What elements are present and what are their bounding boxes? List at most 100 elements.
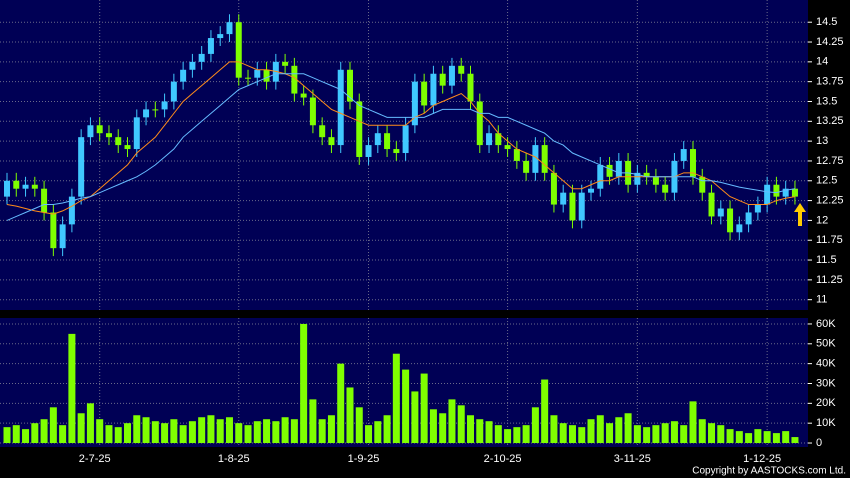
candle-body [411, 81, 418, 126]
volume-bar [96, 419, 104, 444]
candle-body [689, 149, 696, 177]
candle-body [421, 81, 428, 106]
volume-bar [40, 419, 48, 444]
volume-bar [457, 405, 465, 444]
candle-body [448, 65, 455, 86]
volume-bar [272, 421, 280, 444]
y-tick-label: 12.25 [816, 194, 844, 206]
candle-body [634, 172, 641, 185]
plot-layer: 11 11.25 11.5 11.75 12 12.25 12.5 12.75 13 13.25 1… [0, 0, 844, 465]
x-tick-label: 3-11-25 [614, 453, 651, 465]
candle-body [717, 208, 724, 217]
volume-bar [429, 409, 437, 444]
y-tick-label: 11.25 [816, 274, 843, 286]
volume-bar [207, 415, 215, 444]
candle-body [300, 93, 307, 98]
volume-bar [745, 433, 753, 444]
candle-body [615, 160, 622, 177]
volume-bar [68, 333, 76, 444]
volume-bar [791, 437, 799, 444]
candle-body [791, 188, 798, 197]
volume-bar [680, 425, 688, 444]
price-panel [0, 0, 808, 310]
volume-bar [485, 421, 493, 444]
y-tick-label: 12.75 [816, 155, 844, 167]
volume-bar [198, 417, 206, 444]
candle-body [504, 145, 511, 150]
volume-bar [327, 415, 335, 444]
y-tick-label: 14 [816, 56, 828, 68]
volume-bar [467, 415, 474, 444]
candle-body [699, 176, 706, 193]
candle-body [319, 125, 326, 138]
candle-body [680, 149, 687, 161]
volume-bar [772, 433, 780, 444]
volume-bar [3, 427, 11, 444]
volume-bar [559, 423, 567, 444]
volume-bar [504, 429, 512, 444]
moving-average-line [6, 73, 796, 221]
candle-body [597, 164, 604, 189]
candle-body [384, 133, 391, 150]
candle-body [263, 69, 270, 82]
volume-bar [318, 419, 326, 444]
candle-body [523, 160, 530, 173]
volume-bar [374, 421, 382, 444]
volume-bar [263, 419, 271, 444]
volume-bar [698, 419, 706, 444]
volume-bar [253, 421, 261, 444]
y-tick-label: 11.5 [816, 254, 837, 266]
volume-bar [541, 379, 549, 444]
candle-body [105, 133, 112, 138]
candle-body [652, 176, 659, 185]
candle-body [745, 212, 752, 225]
volume-bar [578, 427, 586, 444]
candle-body [217, 34, 224, 39]
volume-bar [439, 413, 447, 444]
y-tick-label: 20K [816, 397, 836, 409]
volume-bar [717, 425, 725, 444]
volume-bar [225, 417, 233, 444]
volume-bar [494, 425, 502, 444]
volume-bar [726, 429, 734, 444]
candle-body [643, 172, 650, 177]
candle-body [282, 61, 289, 66]
current-arrow [794, 203, 806, 226]
volume-bar [708, 423, 716, 444]
volume-bar [633, 425, 641, 444]
candle-body [143, 109, 150, 118]
y-tick-label: 13.75 [816, 76, 844, 88]
x-tick-label: 1-12-25 [743, 453, 781, 465]
volume-bar [587, 419, 595, 444]
volume-bar [420, 373, 428, 444]
volume-bar [476, 419, 484, 444]
volume-bar [606, 423, 614, 444]
volume-bar [77, 413, 85, 444]
volume-bar [290, 419, 298, 444]
candle-body [513, 149, 520, 161]
volume-bar [411, 391, 419, 444]
volume-bar [402, 369, 410, 444]
volume-bar [615, 417, 623, 444]
candle-body [365, 145, 372, 157]
candle-body [328, 137, 335, 146]
volume-bar [754, 429, 762, 444]
candle-body [467, 73, 474, 102]
candle-body [402, 125, 409, 154]
volume-bar [365, 425, 373, 444]
candle-body [189, 61, 196, 70]
volume-bar [188, 421, 196, 444]
candle-body [245, 77, 252, 79]
candle-body [476, 101, 483, 146]
candle-body [59, 224, 66, 249]
volume-bar [522, 425, 530, 444]
candle-body [606, 164, 613, 177]
y-tick-label: 10K [816, 417, 836, 429]
volume-bar [244, 425, 252, 444]
candle-body [31, 184, 38, 189]
candle-body [578, 192, 585, 221]
candle-body [374, 133, 381, 146]
volume-bar [652, 425, 660, 444]
candle-body [133, 117, 140, 150]
volume-bar [105, 425, 113, 444]
